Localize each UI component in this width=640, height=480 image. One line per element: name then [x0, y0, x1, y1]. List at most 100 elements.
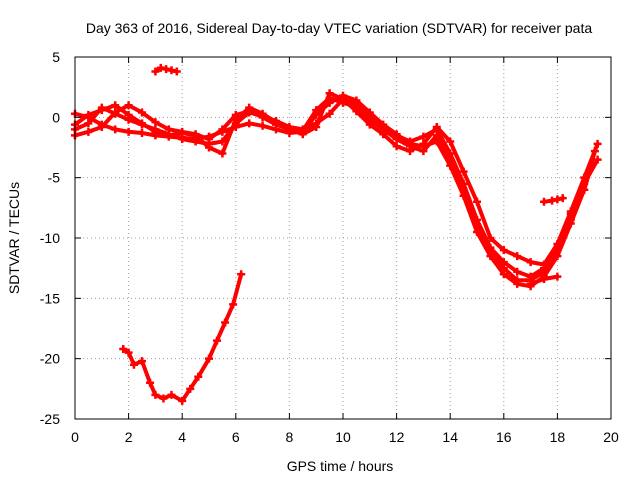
data-point: [205, 135, 213, 144]
x-tick-label: 6: [232, 429, 240, 445]
data-point: [151, 67, 160, 76]
data-point: [513, 267, 522, 276]
y-axis-label: SDTVAR / TECUs: [6, 182, 22, 294]
data-point: [459, 167, 468, 176]
data-point: [379, 125, 388, 134]
data-point: [312, 122, 321, 131]
series-arc-8: [540, 194, 567, 206]
data-point: [339, 98, 347, 107]
data-point: [312, 106, 321, 115]
series-arc-3: [71, 89, 602, 269]
data-point: [111, 125, 120, 134]
data-point: [124, 110, 133, 119]
data-point: [526, 279, 535, 288]
tick-label-layer: 0 2 4 6 8 10 12 14 16 18 20 5 0 -5 -10 -15 -20 -25: [40, 49, 619, 445]
data-point: [352, 102, 361, 111]
data-point: [432, 131, 441, 140]
data-point: [218, 149, 227, 158]
data-point: [138, 119, 146, 128]
data-point: [178, 396, 187, 405]
data-point: [419, 132, 428, 141]
data-point: [406, 142, 414, 151]
data-point: [186, 384, 195, 393]
data-point: [111, 101, 120, 110]
data-point: [285, 125, 294, 134]
data-point: [499, 264, 508, 273]
x-tick-label: 12: [389, 429, 405, 445]
x-tick-label: 18: [550, 429, 566, 445]
data-point: [593, 155, 602, 164]
x-tick-label: 20: [603, 429, 619, 445]
data-point: [446, 155, 455, 164]
data-point: [558, 194, 567, 203]
data-point: [325, 94, 334, 103]
data-point: [159, 394, 168, 403]
data-point: [365, 115, 374, 124]
data-point: [392, 135, 401, 144]
x-axis-label: GPS time / hours: [287, 458, 394, 474]
data-point: [513, 252, 522, 261]
data-point: [553, 272, 562, 281]
data-point: [432, 122, 441, 131]
series-line: [73, 91, 600, 267]
y-tick-label: 0: [52, 109, 60, 125]
y-tick-label: 5: [52, 49, 60, 65]
data-point: [459, 185, 468, 194]
data-point: [84, 127, 93, 136]
chart-title: Day 363 of 2016, Sidereal Day-to-day VTE…: [86, 20, 593, 36]
tick-layer: [74, 56, 612, 420]
data-point: [473, 197, 481, 206]
data-point: [229, 300, 238, 309]
data-point: [540, 267, 548, 276]
data-point: [146, 378, 155, 387]
data-point: [119, 345, 128, 354]
data-point: [473, 221, 481, 230]
series-line: [121, 272, 244, 403]
series-arc-7: [526, 272, 562, 288]
x-tick-label: 2: [125, 429, 133, 445]
data-point: [213, 336, 222, 345]
data-point: [194, 372, 203, 381]
data-point: [205, 354, 213, 363]
data-point: [231, 110, 240, 119]
y-tick-label: -10: [40, 230, 60, 246]
data-point: [151, 118, 160, 127]
data-point: [593, 139, 602, 148]
series-line: [73, 96, 600, 283]
data-point: [392, 142, 401, 151]
data-point: [151, 390, 160, 399]
data-point: [258, 121, 267, 130]
data-point: [218, 125, 227, 134]
data-point: [97, 122, 106, 131]
x-tick-label: 16: [496, 429, 512, 445]
x-tick-label: 14: [442, 429, 458, 445]
y-tick-label: -5: [48, 170, 61, 186]
data-point: [129, 360, 138, 369]
data-point: [138, 129, 146, 138]
x-tick-label: 0: [71, 429, 79, 445]
data-point: [419, 139, 428, 148]
data-point: [419, 147, 428, 156]
data-point: [325, 109, 334, 118]
data-point: [540, 275, 548, 284]
data-point: [111, 108, 120, 117]
data-point: [580, 179, 589, 188]
data-point: [191, 130, 200, 139]
data-point: [124, 348, 133, 357]
data-point: [446, 137, 455, 146]
data-point: [486, 246, 495, 255]
data-point: [272, 120, 280, 129]
series-arc-5: [119, 270, 246, 405]
data-point: [566, 209, 575, 218]
x-tick-label: 4: [178, 429, 186, 445]
y-tick-label: -20: [40, 351, 60, 367]
x-tick-label: 10: [335, 429, 351, 445]
data-point: [540, 197, 548, 206]
data-point: [526, 258, 535, 267]
data-point: [245, 119, 254, 128]
data-point: [258, 113, 267, 122]
data-point: [486, 234, 495, 242]
data-point: [513, 276, 522, 285]
